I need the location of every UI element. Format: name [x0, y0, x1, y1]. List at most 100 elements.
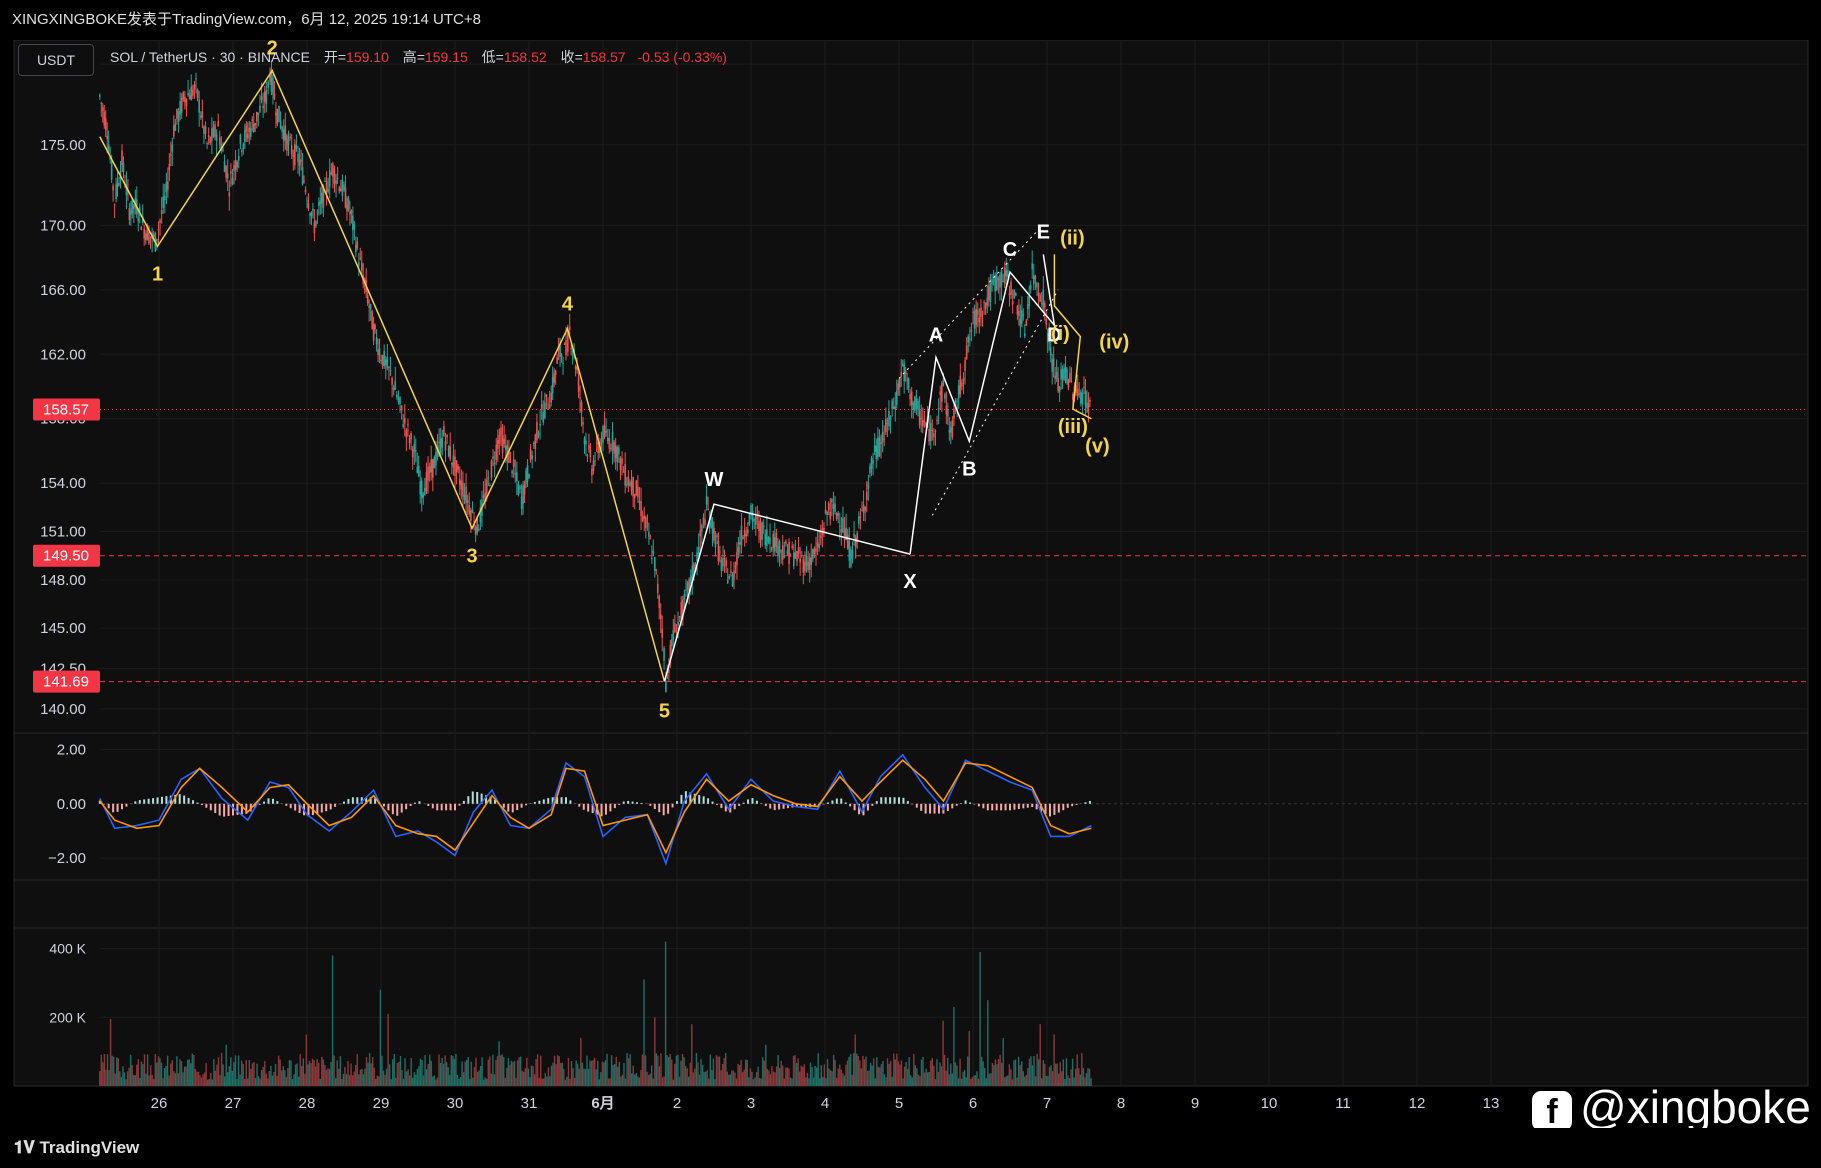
- volume-bar: [766, 1069, 769, 1086]
- volume-bar: [1027, 1068, 1029, 1086]
- volume-bar: [222, 1064, 224, 1086]
- candle-body: [529, 449, 532, 460]
- candle-body: [1026, 304, 1029, 309]
- volume-bar: [624, 1078, 627, 1086]
- volume-bar: [654, 1017, 656, 1086]
- volume-bar: [378, 1076, 380, 1086]
- candle-body: [892, 406, 895, 409]
- facebook-icon: f: [1532, 1090, 1572, 1131]
- volume-bar: [1074, 1068, 1077, 1086]
- volume-bar: [334, 1078, 337, 1086]
- symbol-title[interactable]: SOL / TetherUS · 30 · BINANCE: [110, 49, 310, 65]
- volume-bar: [345, 1074, 348, 1086]
- wave-label: 3: [466, 545, 477, 567]
- volume-bar: [504, 1077, 506, 1086]
- candle-body: [485, 479, 488, 494]
- volume-bar: [783, 1078, 785, 1086]
- volume-bar: [800, 1065, 802, 1086]
- pane-frame: [13, 732, 1809, 881]
- candle-body: [138, 206, 141, 212]
- candle-body: [366, 295, 369, 304]
- volume-bar: [507, 1058, 510, 1086]
- candle-body: [381, 355, 384, 366]
- volume-bar: [530, 1065, 533, 1086]
- candle-body: [249, 127, 252, 137]
- volume-bar: [683, 1057, 685, 1086]
- volume-bar: [180, 1061, 183, 1086]
- candle-body: [422, 494, 425, 498]
- macd-line: [99, 753, 1092, 867]
- volume-bar: [146, 1054, 149, 1086]
- volume-bar: [691, 1024, 693, 1086]
- candle-body: [1051, 359, 1053, 372]
- volume-bar: [871, 1065, 873, 1086]
- volume-bar: [584, 1069, 587, 1086]
- volume-bar: [956, 1065, 958, 1086]
- candle-body: [451, 462, 453, 465]
- volume-bar: [242, 1063, 244, 1086]
- volume-bar: [808, 1078, 810, 1086]
- volume-bar: [279, 1059, 281, 1086]
- volume-bar: [957, 1078, 960, 1086]
- candle-body: [576, 366, 578, 371]
- volume-bar: [762, 1057, 764, 1086]
- candle-body: [307, 203, 310, 209]
- candle-body: [275, 112, 277, 116]
- volume-bar: [1028, 1058, 1031, 1086]
- currency-unit-button[interactable]: USDT: [18, 44, 94, 76]
- volume-bar: [407, 1069, 409, 1086]
- volume-bar: [834, 1059, 836, 1086]
- candle-body: [522, 485, 524, 504]
- volume-bar: [894, 1059, 896, 1086]
- volume-bar: [134, 1075, 136, 1086]
- tradingview-logo[interactable]: 𝟏𝐕 TradingView: [14, 1128, 139, 1168]
- volume-bar: [171, 1060, 173, 1086]
- volume-bar: [136, 1064, 138, 1086]
- candle-body: [685, 589, 687, 591]
- wave-label: X: [903, 571, 917, 593]
- candle-body: [884, 419, 887, 433]
- candle-body: [988, 286, 990, 300]
- candle-body: [702, 517, 705, 524]
- candle-body: [103, 112, 106, 126]
- volume-bar: [183, 1066, 186, 1086]
- time-tick-label: 26: [151, 1095, 168, 1112]
- volume-bar: [660, 1053, 662, 1086]
- wave-label: E: [1037, 221, 1050, 243]
- volume-bar: [304, 1073, 306, 1086]
- candle-body: [1008, 292, 1011, 296]
- candle-body: [656, 583, 659, 594]
- volume-bar: [1033, 1055, 1035, 1086]
- candle-body: [335, 180, 337, 185]
- volume-bar: [296, 1063, 298, 1086]
- candle-body: [914, 396, 916, 411]
- volume-bar: [609, 1078, 611, 1086]
- candle-body: [272, 78, 274, 95]
- candle-body: [338, 187, 341, 192]
- candle-body: [162, 196, 165, 208]
- volume-bar: [916, 1068, 918, 1086]
- candle-body: [112, 185, 114, 191]
- macd-tick-label: 0.00: [57, 796, 86, 813]
- volume-bar: [159, 1057, 161, 1086]
- volume-bar: [114, 1073, 116, 1086]
- candle-body: [185, 99, 188, 106]
- high-label: 高: [402, 49, 417, 65]
- candle-body: [624, 463, 626, 486]
- candle-body: [965, 345, 968, 359]
- candle-body: [207, 135, 210, 137]
- volume-bar: [777, 1055, 779, 1086]
- candle-body: [340, 188, 342, 192]
- volume-bar: [341, 1079, 343, 1086]
- candle-body: [1075, 384, 1077, 393]
- candle-body: [997, 278, 1000, 281]
- volume-bar: [1076, 1054, 1078, 1086]
- candle-body: [827, 503, 830, 511]
- candle-body: [435, 451, 437, 466]
- volume-tick-label: 200 K: [49, 1009, 86, 1025]
- candle-body: [547, 408, 549, 410]
- candle-body: [295, 145, 298, 149]
- volume-bar: [108, 1070, 110, 1086]
- volume-bar: [651, 1065, 653, 1086]
